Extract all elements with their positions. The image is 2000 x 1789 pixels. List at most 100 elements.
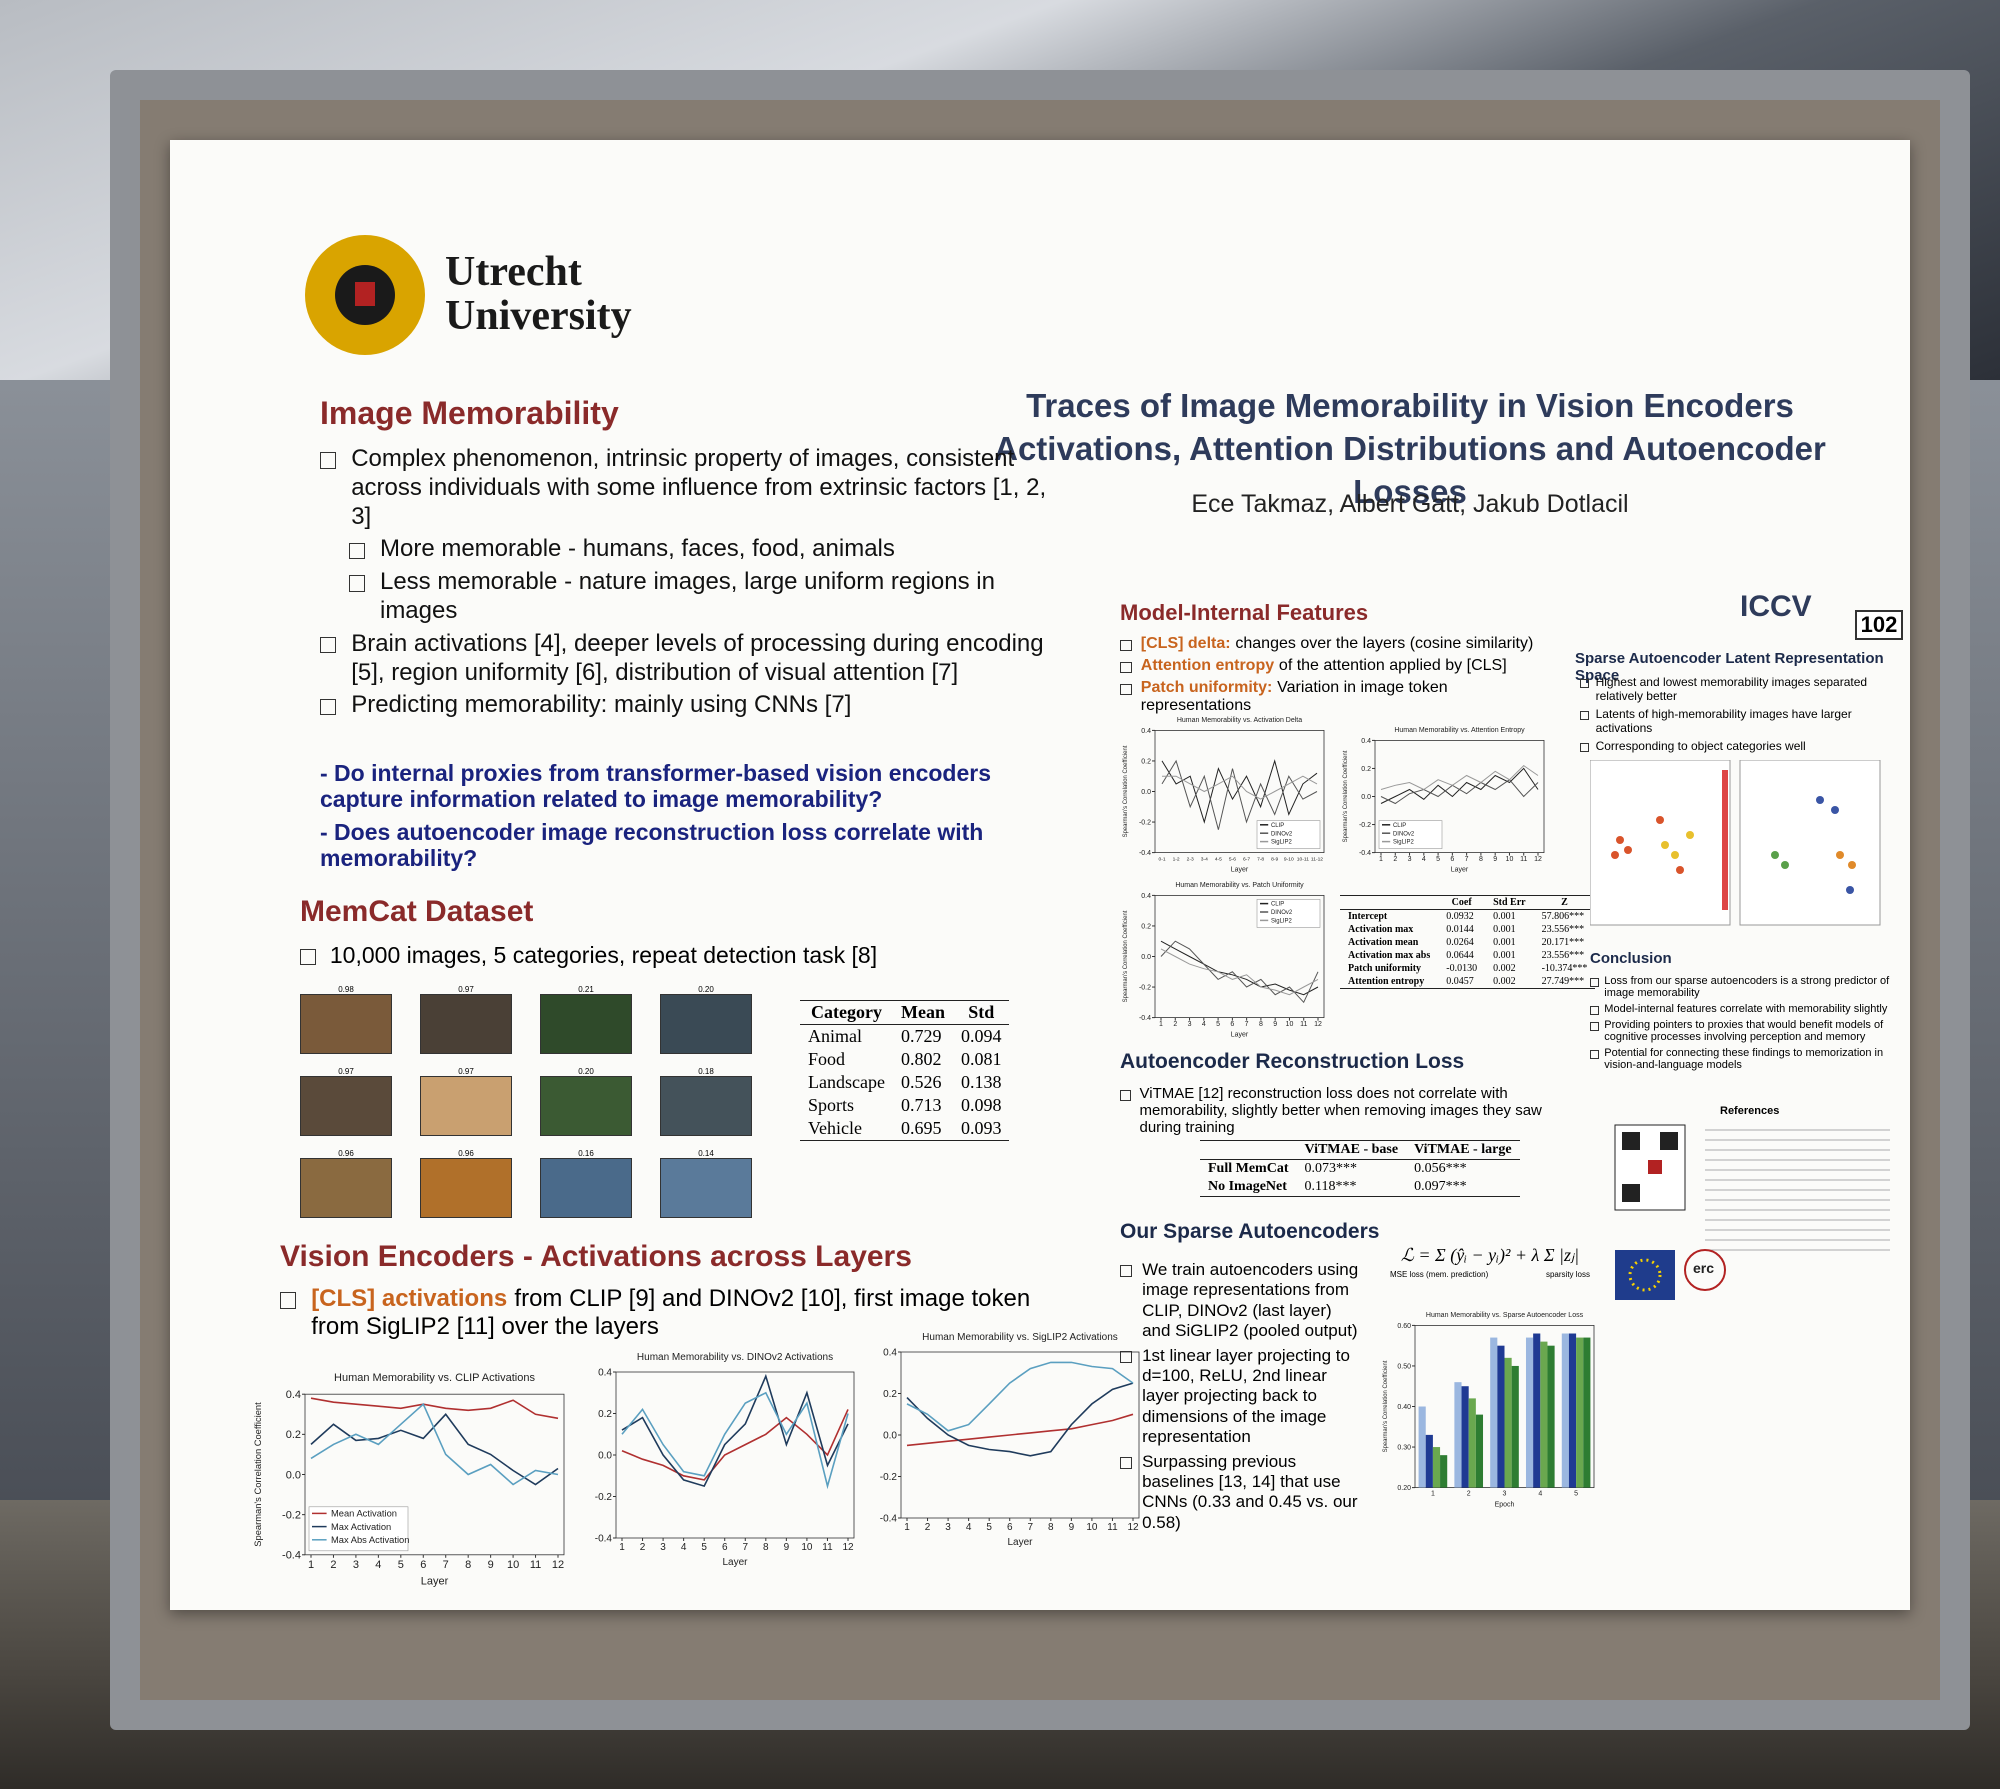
x-axis-label: Layer xyxy=(1007,1537,1033,1548)
table-head: ViTMAE - base ViTMAE - large xyxy=(1200,1140,1520,1160)
bullet-box xyxy=(348,542,366,559)
x-tick-label: 5 xyxy=(1216,1021,1220,1028)
x-axis-label: Layer xyxy=(1231,867,1249,874)
table-cell: Food xyxy=(808,1049,846,1069)
x-tick-label: 8 xyxy=(1479,856,1483,863)
image-score: 0.18 xyxy=(698,1067,714,1076)
legend-label: Mean Activation xyxy=(331,1509,397,1519)
line-series xyxy=(1160,940,1319,996)
y-tick-label: 0.0 xyxy=(1141,789,1151,796)
image-score: 0.96 xyxy=(458,1149,474,1158)
research-questions: - Do internal proxies from transformer-b… xyxy=(320,760,1060,872)
x-tick-label: 5 xyxy=(1574,1490,1578,1497)
bullet-list: [CLS] activations from CLIP [9] and DINOv… xyxy=(280,1285,1060,1345)
memcat-image: 0.97 xyxy=(300,1067,392,1136)
bullet: More memorable - humans, faces, food, an… xyxy=(348,535,1060,564)
table-cell: 0.081 xyxy=(960,1049,1002,1069)
line-series xyxy=(1160,940,1319,1004)
bullet-text: Predicting memorability: mainly using CN… xyxy=(351,691,852,719)
logo-shield xyxy=(355,282,375,306)
y-tick-label: -0.4 xyxy=(282,1550,301,1562)
image-score: 0.98 xyxy=(338,985,354,994)
bullet-text: Complex phenomenon, intrinsic property o… xyxy=(351,445,1047,530)
bullet-box xyxy=(280,1292,297,1309)
x-tick-label: 2 xyxy=(925,1522,931,1533)
y-tick-label: 0.4 xyxy=(598,1368,612,1379)
bullet: Highest and lowest memorability images s… xyxy=(1580,675,1890,703)
x-axis-label: Layer xyxy=(1451,867,1469,874)
x-tick-label: 8 xyxy=(1259,1021,1263,1028)
bullet-text: Model-internal features correlate with m… xyxy=(1604,1003,1888,1015)
y-axis-label: Spearman's Correlation Coefficient xyxy=(1123,745,1129,837)
image-score: 0.14 xyxy=(698,1149,714,1158)
bullet-text: Variation in image token representations xyxy=(1140,679,1448,714)
x-tick-label: 1 xyxy=(1431,1490,1435,1497)
bar xyxy=(1561,1333,1569,1488)
scatter-panel xyxy=(1590,760,1731,926)
header-row: Coef Std Err Z xyxy=(1340,895,1596,910)
references-and-logos xyxy=(1614,1124,1890,1300)
y-axis-label: Spearman's Correlation Coefficient xyxy=(1123,910,1129,1002)
table-cell: -0.0130 xyxy=(1446,963,1478,974)
legend-label: SigLIP2 xyxy=(1271,919,1292,925)
bullet: Loss from our sparse autoencoders is a s… xyxy=(1590,975,1890,999)
line-series xyxy=(621,1409,849,1481)
table-container: ViTMAE - base ViTMAE - large Full MemCat 0.… xyxy=(1200,1140,1520,1197)
header-cell xyxy=(1340,895,1439,910)
memcat-image: 0.16 xyxy=(540,1149,632,1218)
bullet-text: 10,000 images, 5 categories, repeat dete… xyxy=(329,942,878,968)
table-cell: 23.556*** xyxy=(1541,950,1585,961)
image-score: 0.97 xyxy=(458,985,474,994)
cluster xyxy=(1661,831,1694,859)
header-cell: Std xyxy=(952,1000,1010,1025)
legend-label: CLIP xyxy=(1393,823,1406,829)
table-cell: Sports xyxy=(808,1095,855,1115)
data-table: Category Mean Std Animal 0.729 0.094 Food 0.802… xyxy=(800,1000,1010,1141)
bullet: Model-internal features correlate with m… xyxy=(1590,1003,1890,1015)
image-photo xyxy=(540,994,632,1054)
y-tick-label: -0.2 xyxy=(282,1510,301,1522)
x-tick-label: 7 xyxy=(1027,1522,1033,1533)
line-chart: Human Memorability vs. SigLIP2 Activatio… xyxy=(880,1332,1140,1548)
header-cell: Category xyxy=(800,1000,893,1025)
bullet-box xyxy=(1590,1022,1599,1031)
university-name: Utrecht University xyxy=(445,249,632,340)
table-cell: 0.729 xyxy=(900,1026,942,1046)
table-cell: 23.556*** xyxy=(1541,924,1585,935)
table-cell: 0.0932 xyxy=(1446,911,1474,922)
x-tick-label: 4-5 xyxy=(1215,856,1222,862)
table-cell: 0.002 xyxy=(1485,975,1534,989)
bullet: We train autoencoders using image repres… xyxy=(1120,1260,1360,1342)
y-axis-label: Spearman's Correlation Coefficient xyxy=(253,1402,263,1547)
bullet: Surpassing previous baselines [13, 14] t… xyxy=(1120,1452,1360,1534)
bullet: Patch uniformity: Variation in image toke… xyxy=(1120,679,1550,715)
bar-chart: Human Memorability vs. Sparse Autoencode… xyxy=(1383,1312,1595,1509)
x-tick-label: 3 xyxy=(1503,1490,1507,1497)
y-tick-label: 0.4 xyxy=(1361,738,1371,745)
formula-text: ℒ = Σ (ŷᵢ − yᵢ)² + λ Σ |zⱼ| xyxy=(1400,1245,1580,1265)
section-heading: Conclusion xyxy=(1590,950,1672,967)
table-cell: 20.171*** xyxy=(1541,937,1585,948)
y-tick-label: -0.4 xyxy=(595,1534,613,1545)
legend-label: DINOv2 xyxy=(1393,831,1414,837)
x-tick-label: 9-10 xyxy=(1284,856,1294,862)
x-tick-label: 7 xyxy=(1245,1021,1249,1028)
data-table: ViTMAE - base ViTMAE - large Full MemCat 0.… xyxy=(1200,1140,1520,1197)
bar xyxy=(1497,1345,1505,1488)
bullet-highlight: [CLS] activations xyxy=(311,1285,508,1312)
x-tick-label: 12 xyxy=(552,1559,564,1571)
x-tick-label: 1 xyxy=(619,1542,625,1553)
x-tick-label: 6 xyxy=(1230,1021,1234,1028)
memcat-image: 0.14 xyxy=(660,1149,752,1218)
legend-label: DINOv2 xyxy=(1271,910,1292,916)
x-tick-label: 9 xyxy=(1273,1021,1277,1028)
y-tick-label: -0.4 xyxy=(880,1514,898,1525)
y-tick-label: 0.2 xyxy=(286,1429,301,1441)
x-tick-label: 2 xyxy=(1173,1021,1177,1028)
table-cell: 0.0457 xyxy=(1438,975,1486,989)
table-cell: 0.001 xyxy=(1493,950,1516,961)
table-cell: 0.526 xyxy=(900,1072,942,1092)
image-photo xyxy=(540,1158,632,1218)
image-photo xyxy=(660,1076,752,1136)
x-tick-label: 11 xyxy=(822,1542,833,1553)
